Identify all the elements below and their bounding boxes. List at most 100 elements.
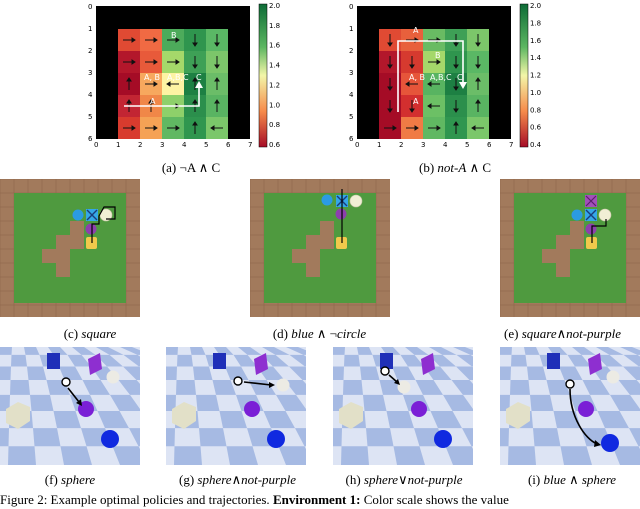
- policy-arrowhead: [387, 64, 393, 69]
- colorbar-tick-label: 0.6: [530, 124, 542, 132]
- heatmap-a-arrows: [123, 34, 223, 134]
- colorbar-tick-label: 2.0: [530, 2, 541, 10]
- x-tick-label: 4: [182, 141, 187, 149]
- heatmap-a-colorbar-ticks: 2.0 1.8 1.6 1.4 1.2 1.0 0.8 0.6: [269, 2, 281, 149]
- purple-circle-object: [585, 223, 597, 235]
- policy-arrowhead: [453, 108, 459, 113]
- agent-ball-icon: [233, 376, 243, 386]
- colorbar-tick-label: 0.8: [530, 106, 541, 114]
- gridworld-c-base: [0, 179, 140, 317]
- colorbar-tick-label: 1.6: [269, 42, 281, 50]
- caption-g-mid: ∧: [231, 472, 242, 487]
- caption-c-italic: square: [81, 326, 117, 341]
- checker-tile: [284, 379, 306, 395]
- checker-tile: [462, 428, 473, 447]
- checker-tile: [610, 394, 640, 412]
- checker-tile: [582, 379, 610, 395]
- checker-tile: [597, 411, 629, 429]
- blue-cube-object: [380, 353, 393, 369]
- wall-block: [570, 221, 584, 235]
- checker-tile: [24, 347, 40, 355]
- colorbar-tick-label: 2.0: [269, 2, 280, 10]
- checker-tile: [428, 354, 456, 367]
- checker-tile: [177, 354, 193, 367]
- checker-tile: [546, 379, 570, 395]
- checker-tile: [72, 347, 96, 355]
- checker-tile: [0, 394, 10, 412]
- caption-e-mid: ∧: [556, 326, 567, 341]
- purple-sphere-object: [578, 401, 594, 417]
- caption-i-italic2: sphere: [581, 472, 617, 487]
- heatmap-a-colorbar: [258, 3, 268, 148]
- purple-circle-object: [85, 223, 97, 235]
- trajectory-path: [91, 206, 116, 243]
- wall-block: [42, 249, 56, 263]
- caption-i-mid: ∧: [565, 472, 582, 487]
- gridworld-c: [0, 179, 140, 317]
- caption-d-italic2: circle: [337, 326, 367, 341]
- checker-tile: [381, 347, 401, 355]
- checker-tile: [527, 366, 547, 380]
- policy-arrowhead: [214, 77, 220, 82]
- checker-tile: [10, 379, 30, 395]
- checker-tile: [166, 394, 176, 412]
- y-tick-label: 1: [88, 25, 92, 33]
- checker-tile: [238, 347, 262, 355]
- policy-arrowhead: [475, 99, 481, 104]
- policy-arrowhead: [453, 86, 459, 91]
- blue-sphere-object: [601, 434, 619, 452]
- heatmap-b: A B A, B A,B,C C A 0 1 2 3 4 5 6 7 0 1 2 3 4 5 6 2.0 1…: [349, 2, 542, 149]
- checker-tile: [366, 428, 394, 447]
- checker-tile: [262, 347, 290, 355]
- wall-block: [70, 221, 84, 235]
- checker-tile: [443, 394, 473, 412]
- cross-marker-icon: [585, 209, 597, 221]
- caption-h-italic2: not-purple: [407, 472, 463, 487]
- heatmap-a-cells: [118, 29, 228, 139]
- blue-cube-object: [47, 353, 60, 369]
- trajectory-arrowhead: [76, 399, 82, 406]
- caption-f-italic: sphere: [61, 472, 96, 487]
- caption-c-prefix: (c): [63, 326, 82, 341]
- heatmap-b-trajectory-head: [459, 82, 467, 89]
- checker-tile: [429, 347, 457, 355]
- checker-tile: [11, 354, 27, 367]
- wall-block: [56, 249, 70, 263]
- caption-g-italic2: not-purple: [241, 472, 296, 487]
- heatmap-b-label-a-bottom: A: [413, 97, 419, 106]
- checker-tile: [166, 366, 177, 380]
- y-tick-label: 2: [349, 47, 353, 55]
- cross-marker-icon: [585, 195, 597, 207]
- x-tick-label: 7: [509, 141, 513, 149]
- policy-arrowhead: [409, 108, 415, 113]
- trajectory-arrow: [569, 388, 598, 445]
- heatmap-a-label-a: A: [150, 97, 156, 106]
- heatmap-a-label-abc: A,B,C: [167, 73, 189, 82]
- x-tick-label: 3: [421, 141, 425, 149]
- gridworld-d: [250, 179, 390, 317]
- caption-e: (e) square∧not-purple: [485, 326, 640, 342]
- checker-tile: [386, 411, 414, 429]
- scene-f: [0, 347, 140, 465]
- policy-arrowhead: [131, 125, 136, 131]
- x-tick-label: 5: [204, 141, 208, 149]
- policy-arrowhead: [387, 86, 393, 91]
- caption-e-prefix: (e): [504, 326, 522, 341]
- policy-arrowhead: [387, 42, 393, 47]
- wall-block: [320, 235, 334, 249]
- footer-bold: Environment 1:: [272, 492, 361, 507]
- checker-tile: [233, 354, 257, 367]
- colorbar-tick-label: 1.2: [269, 81, 280, 89]
- policy-arrowhead: [436, 59, 441, 65]
- x-tick-label: 1: [377, 141, 381, 149]
- checker-tile: [620, 347, 640, 355]
- policy-arrowhead: [192, 42, 198, 47]
- checker-tile: [214, 347, 234, 355]
- checker-tile: [511, 354, 527, 367]
- checker-tile: [289, 354, 306, 367]
- agent-ball-icon: [380, 366, 390, 376]
- heatmap-b-label-abc: A,B,C: [430, 73, 452, 82]
- checker-tile: [357, 347, 373, 355]
- heatmap-a: B A, B A,B,C C A 0 1 2 3 4 5 6 7 0 1 2 3 4 5 6 2.0 1.8…: [88, 2, 281, 149]
- blue-circle-object: [72, 209, 84, 221]
